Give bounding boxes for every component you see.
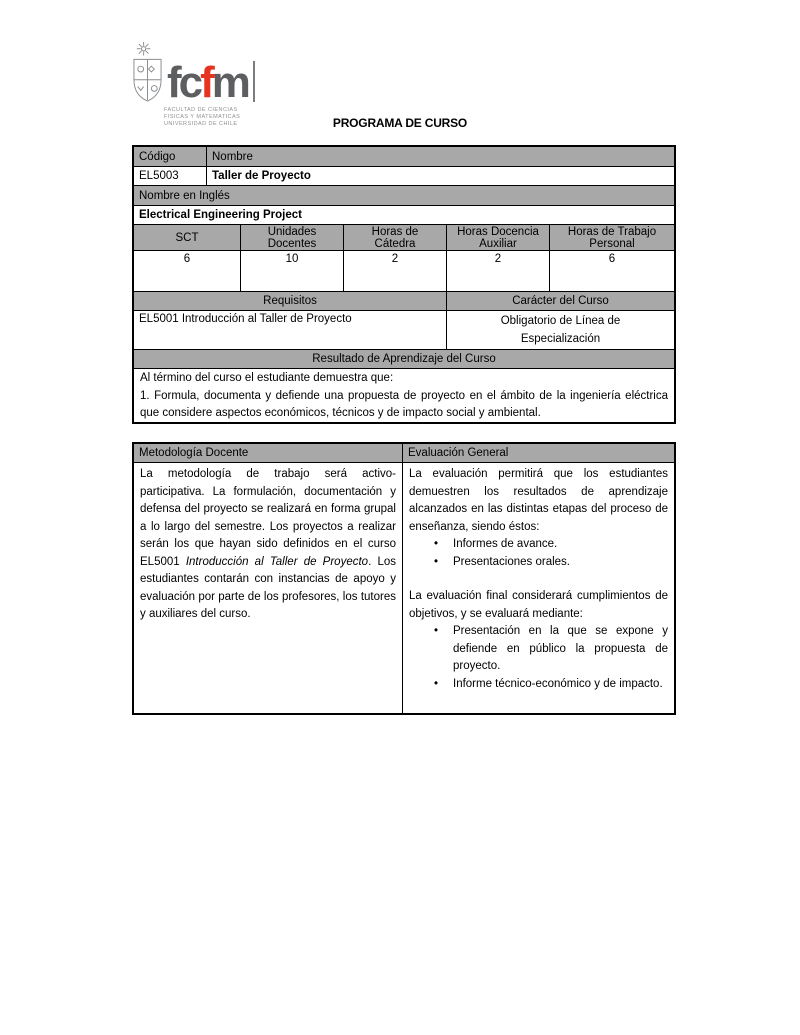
bullet-text: Informes de avance.	[453, 538, 558, 550]
unidades-docentes-value-cell: 10	[241, 251, 344, 291]
nombre-header-cell: Nombre	[207, 147, 674, 166]
bullet-icon	[409, 554, 453, 572]
list-item: Informe técnico-económico y de impacto.	[409, 676, 668, 694]
fcfm-logo: fcfm FACULTAD DE CIENCIAS FISICAS Y MATE…	[131, 41, 255, 128]
table-row-method-eval-body: La metodología de trabajo será activo-pa…	[134, 463, 674, 713]
horas-catedra-value-cell: 2	[344, 251, 447, 291]
metodologia-text-italic: Introducción al Taller de Proyecto	[179, 555, 369, 568]
fcfm-wordmark: fcfm	[167, 60, 251, 104]
unidades-docentes-header-cell: Unidades Docentes	[241, 225, 344, 250]
requisitos-value-cell: EL5001 Introducción al Taller de Proyect…	[134, 311, 447, 349]
table-row-english-value: Electrical Engineering Project	[134, 206, 674, 225]
metodologia-text-start: La metodología de trabajo será activo-pa…	[140, 468, 396, 568]
table-row-requisitos-value: EL5001 Introducción al Taller de Proyect…	[134, 311, 674, 350]
table-row-code-name-header: Código Nombre	[134, 147, 674, 167]
table-row-credit-headers: SCT Unidades Docentes Horas de Cátedra H…	[134, 225, 674, 251]
metodologia-text-end: . Los estudiantes contarán con instancia…	[140, 555, 397, 621]
nombre-ingles-header-cell: Nombre en Inglés	[134, 186, 674, 205]
resultado-intro-line: Al término del curso el estudiante demue…	[140, 372, 394, 384]
horas-docencia-auxiliar-header-cell: Horas Docencia Auxiliar	[447, 225, 550, 250]
codigo-value-cell: EL5003	[134, 167, 207, 185]
evaluacion-paragraph-2: La evaluación final considerará cumplimi…	[409, 590, 668, 620]
list-item: Presentaciones orales.	[409, 554, 668, 572]
list-item: Presentación en la que se expone y defie…	[409, 623, 668, 676]
table-row-resultado-header: Resultado de Aprendizaje del Curso	[134, 350, 674, 369]
resultado-header-cell: Resultado de Aprendizaje del Curso	[134, 350, 674, 368]
course-info-table: Código Nombre EL5003 Taller de Proyecto …	[132, 145, 676, 424]
horas-trabajo-personal-header-cell: Horas de Trabajo Personal	[550, 225, 674, 250]
bullet-text: Informe técnico-económico y de impacto.	[453, 677, 663, 690]
table-row-resultado-body: Al término del curso el estudiante demue…	[134, 369, 674, 422]
bullet-icon	[409, 676, 453, 694]
horas-docencia-auxiliar-value-cell: 2	[447, 251, 550, 291]
metodologia-text: La metodología de trabajo será activo-pa…	[134, 463, 402, 624]
logo-divider-rule	[252, 61, 255, 102]
metodologia-header-cell: Metodología Docente	[134, 444, 403, 462]
table-row-credit-values: 6 10 2 2 6	[134, 251, 674, 292]
wordmark-red-f: f	[200, 57, 215, 107]
table-row-method-eval-header: Metodología Docente Evaluación General	[134, 444, 674, 463]
methodology-evaluation-table: Metodología Docente Evaluación General L…	[132, 442, 676, 715]
bullet-icon	[409, 623, 453, 676]
caracter-header-cell: Carácter del Curso	[447, 292, 674, 310]
faculty-line-3: UNIVERSIDAD DE CHILE	[164, 121, 238, 127]
table-row-english-header: Nombre en Inglés	[134, 186, 674, 206]
sct-value-cell: 6	[134, 251, 241, 291]
wordmark-m: m	[211, 57, 251, 107]
evaluacion-paragraph-1: La evaluación permitirá que los estudian…	[409, 468, 668, 533]
horas-catedra-header-cell: Horas de Cátedra	[344, 225, 447, 250]
resultado-body-cell: Al término del curso el estudiante demue…	[134, 369, 674, 422]
horas-trabajo-personal-value-cell: 6	[608, 253, 616, 265]
caracter-value-cell: Obligatorio de Línea de Especialización	[500, 315, 621, 345]
sct-header-cell: SCT	[134, 225, 241, 250]
codigo-header-cell: Código	[134, 147, 207, 166]
university-shield-icon	[131, 41, 164, 103]
requisitos-header-cell: Requisitos	[134, 292, 447, 310]
list-item: Informes de avance.	[409, 536, 668, 554]
evaluacion-text: La evaluación permitirá que los estudian…	[403, 463, 674, 693]
fcfm-logo-top: fcfm	[131, 41, 255, 104]
nombre-ingles-value-cell: Electrical Engineering Project	[139, 209, 302, 221]
bullet-text: Presentaciones orales.	[453, 555, 570, 568]
page-title: PROGRAMA DE CURSO	[332, 116, 468, 130]
metodologia-body-cell: La metodología de trabajo será activo-pa…	[134, 463, 403, 713]
faculty-name-block: FACULTAD DE CIENCIAS FISICAS Y MATEMATIC…	[164, 107, 255, 128]
faculty-line-2: FISICAS Y MATEMATICAS	[164, 114, 241, 120]
faculty-line-1: FACULTAD DE CIENCIAS	[164, 107, 238, 113]
evaluacion-header-cell: Evaluación General	[403, 444, 674, 462]
nombre-value-cell: Taller de Proyecto	[212, 170, 311, 182]
evaluacion-body-cell: La evaluación permitirá que los estudian…	[403, 463, 674, 713]
resultado-text: Al término del curso el estudiante demue…	[134, 369, 674, 422]
resultado-item-line: 1. Formula, documenta y defiende una pro…	[140, 389, 668, 420]
bullet-icon	[409, 536, 453, 554]
bullet-text: Presentación en la que se expone y defie…	[453, 625, 668, 672]
table-row-code-name-value: EL5003 Taller de Proyecto	[134, 167, 674, 186]
table-row-requisitos-header: Requisitos Carácter del Curso	[134, 292, 674, 311]
wordmark-fc: fc	[167, 57, 203, 107]
